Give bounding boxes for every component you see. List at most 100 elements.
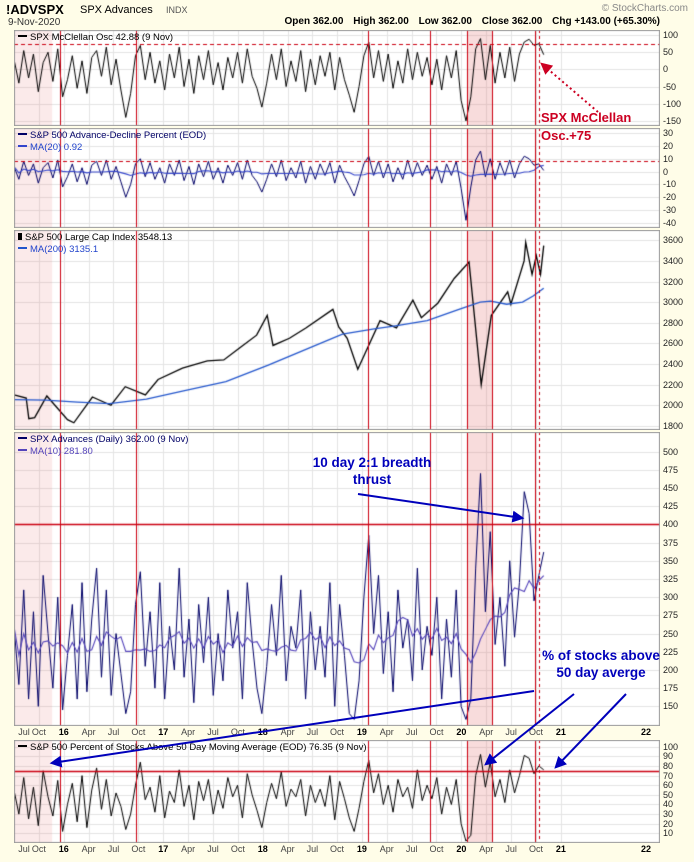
ma-swatch-icon <box>18 449 27 452</box>
y-tick-label: 50 <box>663 47 674 58</box>
y-tick-label: 100 <box>663 30 679 41</box>
x-tick-label: Apr <box>379 727 394 737</box>
mcclellan-legend: SPX McClellan Osc 42.88 (9 Nov) <box>18 32 173 44</box>
mcclellan-annotation: SPX McClellan Osc.+75 <box>541 109 691 145</box>
x-tick-label: Apr <box>280 727 295 737</box>
x-tick-label: Oct <box>528 727 543 737</box>
y-tick-label: -50 <box>663 81 677 92</box>
x-tick-label: 22 <box>640 844 652 854</box>
y-tick-label: 30 <box>663 809 674 820</box>
x-tick-label: 20 <box>456 727 467 737</box>
y-tick-label: 400 <box>663 519 679 530</box>
x-tick-label: Apr <box>81 844 96 854</box>
x-tick-label: Oct <box>329 727 345 737</box>
y-tick-label: 90 <box>663 751 674 762</box>
y-tick-label: 200 <box>663 664 679 675</box>
x-tick-label: Jul <box>306 844 319 854</box>
spx-advances-plot <box>14 432 660 726</box>
mcclellan-annotation-line1: SPX McClellan <box>541 110 632 125</box>
percent-above-50ma-plot <box>14 740 660 843</box>
open-label: Open <box>284 16 311 27</box>
x-tick-label: Apr <box>379 844 394 854</box>
y-tick-label: 2800 <box>663 317 684 328</box>
y-tick-label: 325 <box>663 574 679 584</box>
x-tick-label: Oct <box>131 844 146 854</box>
series-swatch-icon <box>18 133 27 136</box>
y-tick-label: 375 <box>663 537 679 548</box>
y-tick-label: 20 <box>663 140 674 151</box>
y-tick-label: 475 <box>663 464 679 475</box>
percent-above-50ma-title: S&P 500 Percent of Stocks Above 50 Day M… <box>30 742 367 753</box>
advance-decline-title: S&P 500 Advance-Decline Percent (EOD) <box>30 130 207 141</box>
y-tick-label: -20 <box>663 192 677 203</box>
y-tick-label: 3200 <box>663 276 684 287</box>
y-tick-label: 250 <box>663 628 679 639</box>
sp500-title: S&P 500 Large Cap Index 3548.13 <box>25 232 173 243</box>
price-chart-icon <box>18 232 22 240</box>
y-tick-label: 30 <box>663 128 674 139</box>
x-tick-label: Oct <box>31 844 46 854</box>
advance-decline-plot <box>14 128 660 228</box>
mcclellan-title: SPX McClellan Osc 42.88 (9 Nov) <box>30 32 174 43</box>
advance-decline-ma-label: MA(20) 0.92 <box>30 142 83 153</box>
x-tick-label: Oct <box>429 727 444 737</box>
exchange-label: INDX <box>166 5 188 15</box>
x-tick-label: Oct <box>230 844 245 854</box>
x-tick-label: Apr <box>181 727 196 737</box>
x-tick-label: Jul <box>505 844 517 854</box>
x-tick-label: Apr <box>479 727 494 737</box>
y-tick-label: 300 <box>663 592 679 603</box>
panel-percent-above-50ma: S&P 500 Percent of Stocks Above 50 Day M… <box>0 740 694 843</box>
low-value: 362.00 <box>441 16 472 27</box>
x-tick-label: 21 <box>555 844 566 854</box>
y-tick-label: 2000 <box>663 400 684 411</box>
y-tick-label: 0 <box>663 166 669 177</box>
pct50-annotation-line1: % of stocks above <box>542 648 660 663</box>
y-tick-label: 20 <box>663 818 674 829</box>
mcclellan-yaxis: 100 50 0 -50 -100 -150 <box>663 30 693 126</box>
series-swatch-icon <box>18 745 27 748</box>
chg-label: Chg <box>552 16 572 27</box>
y-tick-label: -10 <box>663 179 677 190</box>
y-tick-label: 10 <box>663 153 674 164</box>
x-tick-label: Apr <box>81 727 96 737</box>
y-tick-label: 80 <box>663 760 674 771</box>
spx-advances-legend: SPX Advances (Daily) 362.00 (9 Nov) MA(1… <box>18 434 188 458</box>
x-tick-label: Jul <box>107 844 120 854</box>
x-tick-label: Jul <box>505 727 517 737</box>
x-tick-label: Oct <box>31 727 46 737</box>
y-tick-label: 2200 <box>663 379 684 390</box>
x-tick-label: Jul <box>405 844 418 854</box>
sp500-ma-label: MA(200) 3135.1 <box>30 244 99 255</box>
symbol-name: SPX Advances <box>80 4 153 16</box>
chg-value: +143.00 (+65.30%) <box>574 16 660 27</box>
quote-strip: Open 362.00 High 362.00 Low 362.00 Close… <box>278 16 661 27</box>
x-tick-label: Jul <box>405 727 418 737</box>
y-tick-label: 1800 <box>663 420 684 431</box>
x-tick-label: Jul <box>207 727 219 737</box>
x-tick-label: 21 <box>555 727 566 737</box>
y-tick-label: 40 <box>663 799 674 810</box>
x-tick-label: 20 <box>456 844 467 854</box>
chart-date: 9-Nov-2020 <box>8 17 61 28</box>
y-tick-label: 350 <box>663 555 679 566</box>
y-tick-label: 60 <box>663 780 674 791</box>
x-tick-label: 16 <box>58 727 69 737</box>
series-swatch-icon <box>18 35 27 38</box>
y-tick-label: -100 <box>663 98 682 109</box>
y-tick-label: 275 <box>663 610 679 621</box>
y-tick-label: 225 <box>663 646 679 657</box>
y-tick-label: -30 <box>663 205 677 216</box>
advance-decline-yaxis: 30 20 10 0 -10 -20 -30 -40 <box>663 128 693 228</box>
breadth-thrust-annotation: 10 day 2:1 breadth thrust <box>277 454 467 488</box>
y-tick-label: 175 <box>663 683 679 694</box>
y-tick-label: 3000 <box>663 297 684 308</box>
y-tick-label: 450 <box>663 483 679 494</box>
spx-advances-ma-label: MA(10) 281.80 <box>30 446 93 457</box>
x-tick-label: Jul <box>107 727 120 737</box>
x-tick-label: 19 <box>356 727 367 737</box>
close-label: Close <box>481 16 509 27</box>
y-tick-label: 0 <box>663 64 669 75</box>
sp500-yaxis: 3600 3400 3200 3000 2800 2600 2400 2200 2000 1800 <box>663 230 693 431</box>
x-tick-label: 22 <box>640 727 652 737</box>
